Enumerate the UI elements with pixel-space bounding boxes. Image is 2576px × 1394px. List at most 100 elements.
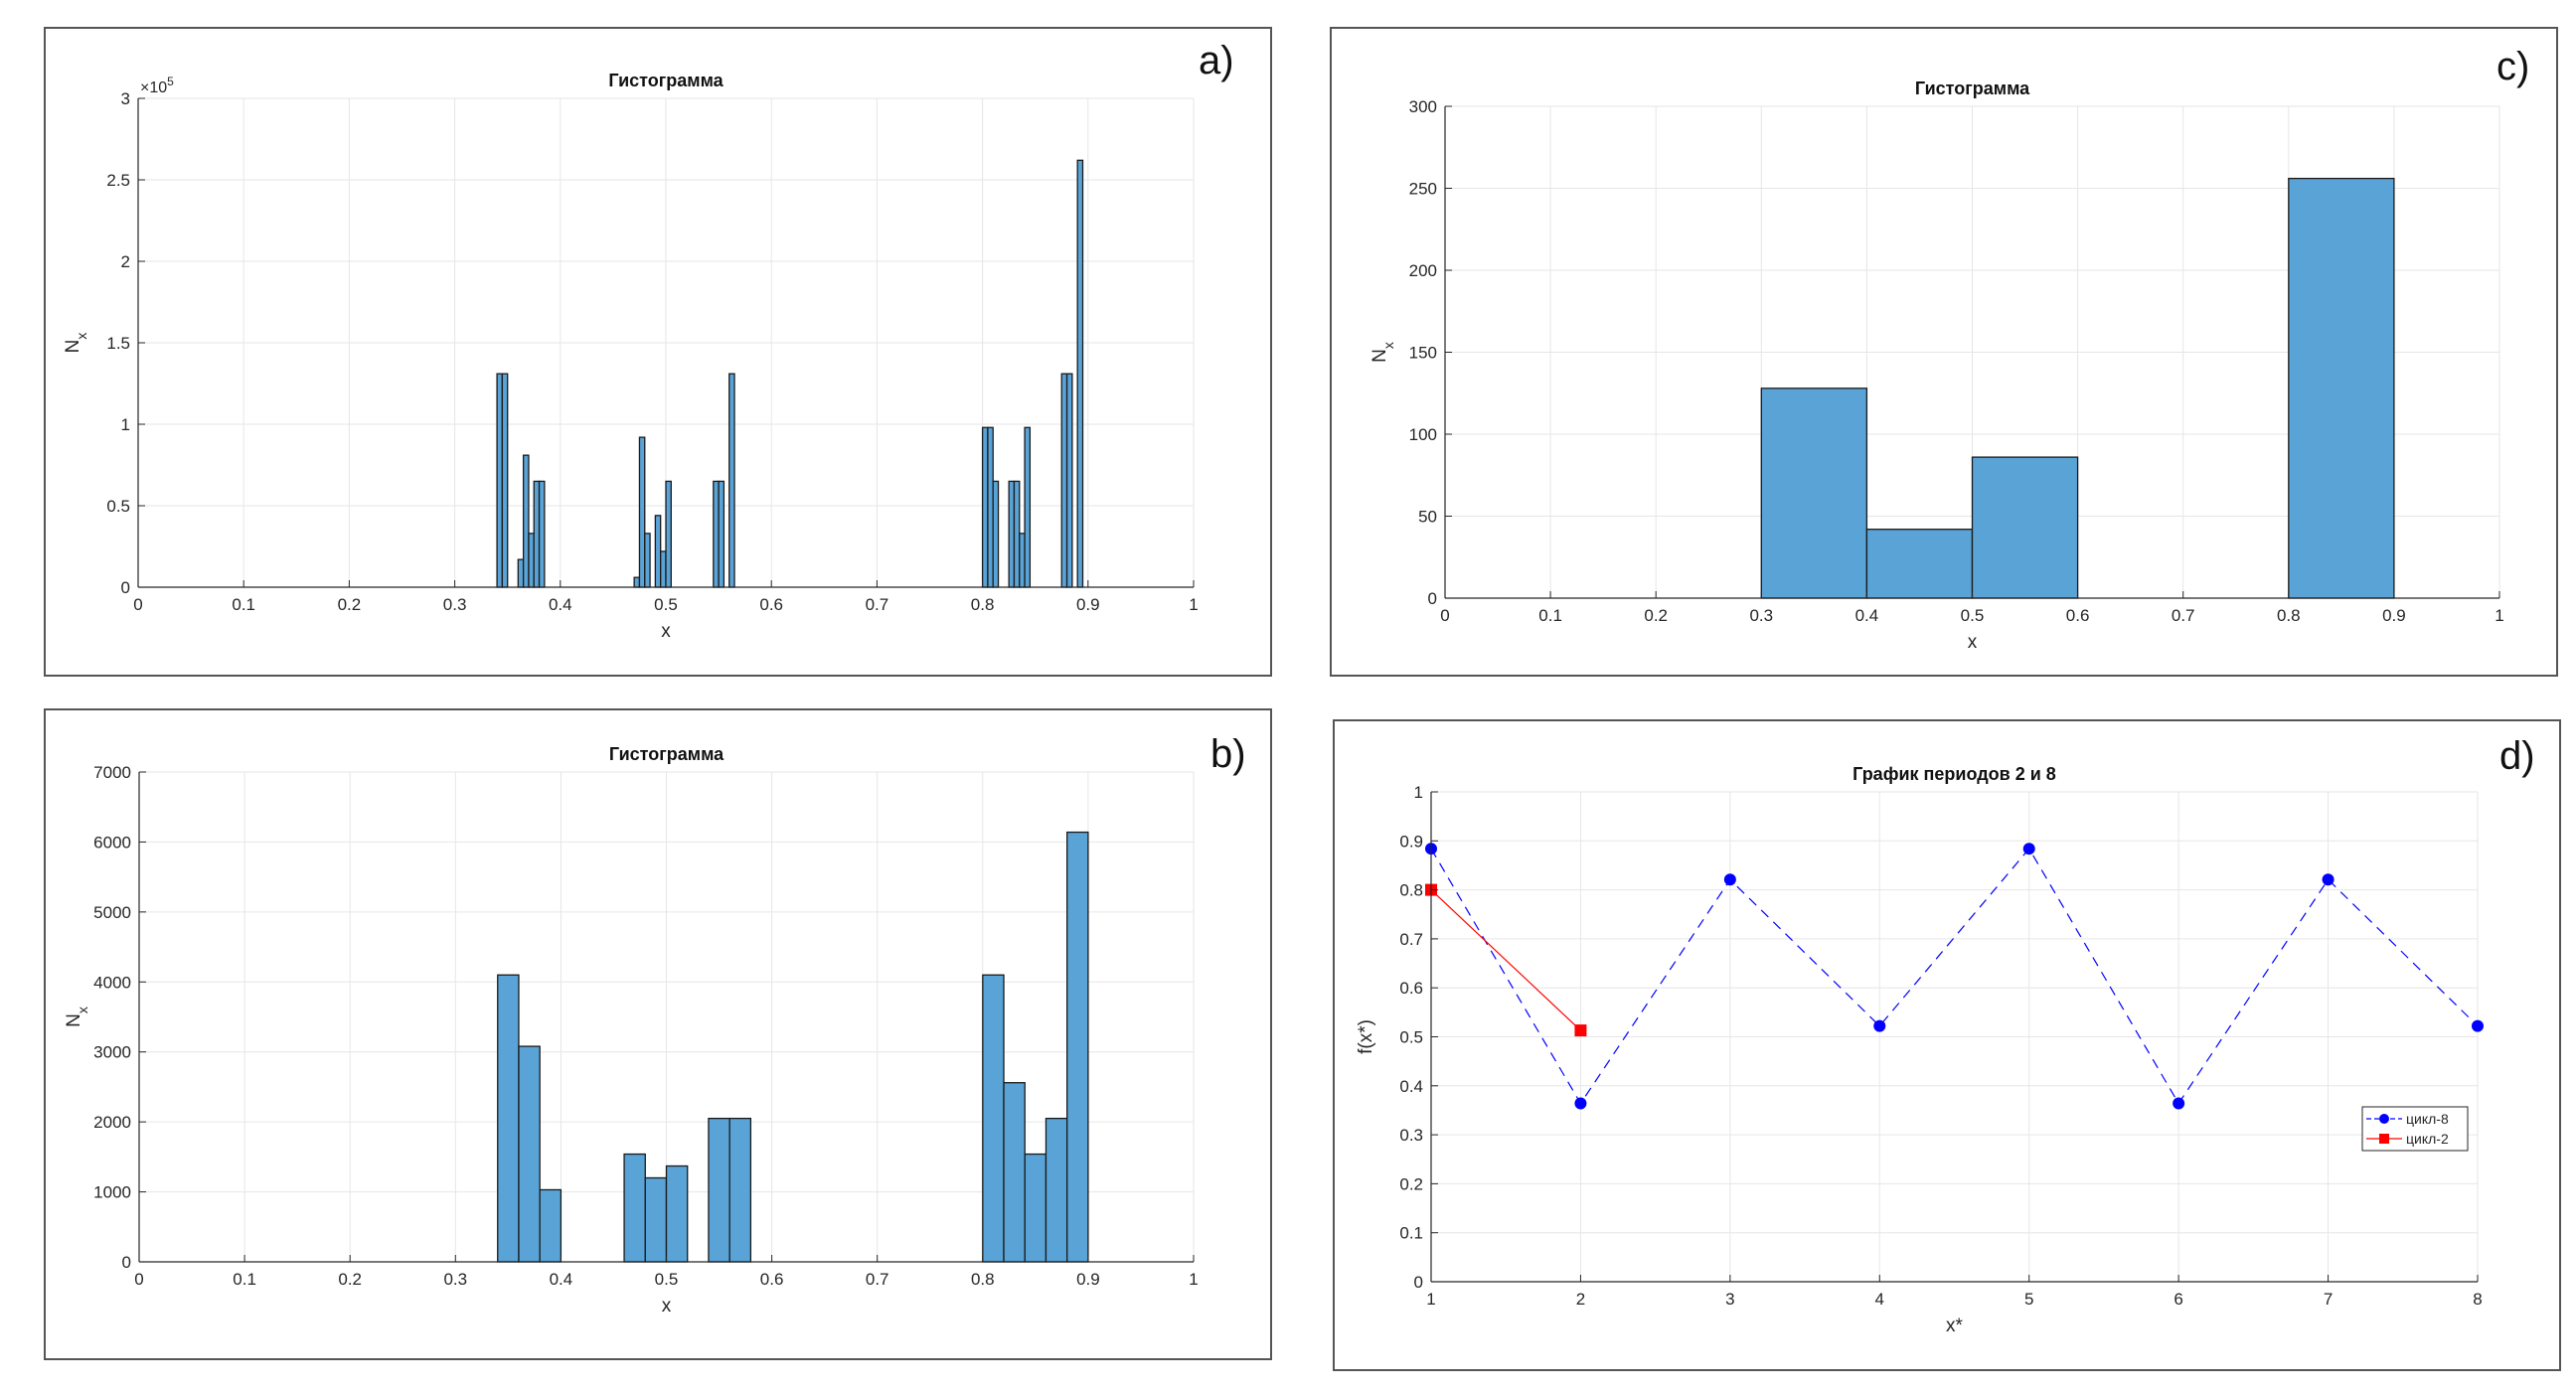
y-tick-label: 50 <box>1418 508 1437 527</box>
y-tick-label: 150 <box>1409 344 1437 363</box>
series-line-2 <box>1430 889 1581 1031</box>
histogram-bar <box>1024 1153 1047 1263</box>
x-tick-label: 0.5 <box>1961 606 1985 625</box>
legend-entry-1: цикл-8 <box>2406 1111 2449 1127</box>
y-scale-exponent: 5 <box>167 75 174 88</box>
chart-title: Гистограмма <box>609 744 724 764</box>
x-tick-label: 0.2 <box>1644 606 1668 625</box>
y-tick-label: 100 <box>1409 425 1437 444</box>
x-tick-label: 3 <box>1725 1290 1734 1309</box>
legend-marker-1 <box>2379 1114 2389 1124</box>
x-tick-label: 0.8 <box>971 1270 995 1289</box>
histogram-bar <box>528 533 535 588</box>
x-tick-label: 0.7 <box>866 1270 889 1289</box>
x-tick-label: 1 <box>1189 1270 1198 1289</box>
histogram-bar <box>982 974 1005 1263</box>
x-tick-label: 0.9 <box>2382 606 2406 625</box>
histogram-bar <box>1865 529 1974 599</box>
x-tick-label: 7 <box>2324 1290 2333 1309</box>
histogram-bar <box>665 480 672 588</box>
histogram-bar <box>533 480 541 588</box>
data-point <box>1723 873 1736 886</box>
histogram-bar <box>713 480 720 588</box>
y-tick-label: 0.8 <box>1399 881 1423 900</box>
data-point <box>2022 843 2035 855</box>
histogram-bar <box>1008 480 1016 588</box>
data-point <box>2322 873 2334 886</box>
panel-label-a: a) <box>1199 39 1234 82</box>
histogram-bar <box>538 480 546 588</box>
y-tick-label: 1000 <box>93 1183 131 1202</box>
y-axis-label-subscript: x <box>75 1007 90 1013</box>
panel-label-c: c) <box>2496 45 2530 88</box>
y-axis-label-subscript: x <box>74 333 89 340</box>
y-tick-label: 0.6 <box>1399 979 1423 998</box>
histogram-bar <box>728 373 735 588</box>
x-axis-label: x* <box>1946 1316 1964 1336</box>
x-tick-label: 0.4 <box>550 1270 573 1289</box>
x-tick-label: 0.7 <box>2172 606 2195 625</box>
histogram-bar <box>1013 480 1021 588</box>
y-tick-label: 0.1 <box>1399 1224 1423 1243</box>
x-tick-label: 1 <box>1189 595 1198 614</box>
y-tick-label: 0.9 <box>1399 832 1423 851</box>
y-tick-label: 3000 <box>93 1043 131 1062</box>
histogram-bar <box>992 480 1000 588</box>
histogram-chart-a: 0 0.1 0.2 0.3 0.4 0.5 0.6 0.7 0.8 0.9 1 0 0.5 1 1.5 2 2.… <box>63 71 1199 642</box>
x-tick-label: 0.8 <box>2277 606 2301 625</box>
y-tick-label: 0 <box>122 1253 131 1272</box>
x-axis-label: x <box>662 1296 672 1317</box>
y-tick-label: 1.5 <box>106 334 130 353</box>
data-point <box>1873 1019 1886 1032</box>
y-tick-label: 200 <box>1409 261 1437 280</box>
x-tick-label: 4 <box>1875 1290 1884 1309</box>
y-tick-label: 0.5 <box>106 497 130 516</box>
x-tick-label: 0.6 <box>759 595 783 614</box>
panel-label-d: d) <box>2499 734 2535 778</box>
x-tick-label: 6 <box>2174 1290 2182 1309</box>
histogram-bar <box>718 480 725 588</box>
y-tick-label: 3 <box>121 89 130 108</box>
y-tick-label: 2.5 <box>106 171 130 190</box>
x-axis-label: x <box>1968 632 1978 653</box>
chart-title: График периодов 2 и 8 <box>1852 764 2056 784</box>
period-plot-panel-d: 1 2 3 4 5 6 7 8 0 0.1 0.2 0.3 0.4 0.5 0.6 0.7 0.8 0.9 1 Гра… <box>1333 719 2561 1371</box>
histogram-bar <box>1076 159 1084 588</box>
histogram-chart-b: 0 0.1 0.2 0.3 0.4 0.5 0.6 0.7 0.8 0.9 1 0 1000 2000 30… <box>64 744 1199 1317</box>
histogram-bar <box>1065 373 1073 588</box>
x-tick-label: 0 <box>134 1270 143 1289</box>
y-tick-label: 1 <box>121 415 130 434</box>
histogram-bar <box>623 1153 646 1263</box>
x-tick-label: 0.6 <box>760 1270 784 1289</box>
histogram-bar <box>1971 456 2079 599</box>
histogram-bar <box>1019 533 1026 588</box>
y-tick-label: 4000 <box>93 973 131 992</box>
histogram-chart-c: 0 0.1 0.2 0.3 0.4 0.5 0.6 0.7 0.8 0.9 1 0 50 100 150 20… <box>1369 78 2504 653</box>
histogram-bar <box>1045 1117 1068 1263</box>
histogram-bar <box>654 515 662 588</box>
legend-entry-2: цикл-2 <box>2406 1131 2449 1147</box>
x-tick-label: 0.4 <box>1855 606 1879 625</box>
x-tick-label: 0.1 <box>233 1270 256 1289</box>
y-tick-label: 250 <box>1409 180 1437 199</box>
panel-label-b: b) <box>1210 732 1246 776</box>
y-tick-label: 5000 <box>93 903 131 922</box>
y-tick-label: 7000 <box>93 763 131 782</box>
histogram-panel-a: 0 0.1 0.2 0.3 0.4 0.5 0.6 0.7 0.8 0.9 1 0 0.5 1 1.5 2 2.… <box>44 27 1272 677</box>
x-tick-label: 0.4 <box>549 595 572 614</box>
legend-marker-2 <box>2379 1134 2389 1144</box>
x-tick-label: 8 <box>2473 1290 2482 1309</box>
x-tick-label: 0.3 <box>443 1270 467 1289</box>
histogram-bar <box>539 1188 563 1263</box>
y-tick-label: 0.7 <box>1399 930 1423 949</box>
histogram-bar <box>1066 831 1089 1263</box>
histogram-bar <box>518 1045 541 1263</box>
histogram-bar <box>522 454 530 588</box>
x-tick-label: 0 <box>133 595 142 614</box>
histogram-bar <box>665 1164 689 1263</box>
x-tick-label: 0.5 <box>654 595 678 614</box>
histogram-bar <box>638 436 646 588</box>
histogram-bar <box>644 1176 668 1263</box>
y-tick-label: 0.2 <box>1399 1174 1423 1193</box>
y-tick-label: 2 <box>121 252 130 271</box>
